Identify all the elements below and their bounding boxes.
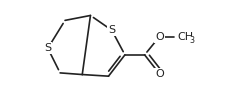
Text: S: S	[108, 25, 115, 35]
Text: O: O	[155, 32, 164, 42]
Text: S: S	[44, 43, 51, 53]
Text: CH: CH	[177, 32, 193, 42]
Text: O: O	[155, 69, 164, 79]
Text: 3: 3	[189, 36, 194, 45]
